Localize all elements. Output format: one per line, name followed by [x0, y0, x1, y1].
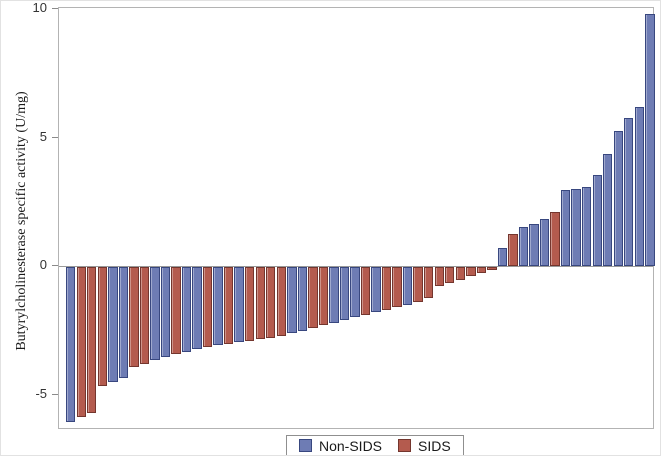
bar	[487, 267, 497, 270]
bar	[518, 227, 529, 266]
bar	[150, 267, 160, 361]
bar	[139, 267, 150, 364]
bar	[202, 267, 213, 348]
bar	[118, 267, 129, 378]
sids-swatch-icon	[398, 439, 412, 452]
bar	[266, 267, 276, 338]
y-tick-label: 10	[32, 0, 47, 15]
bar	[181, 267, 192, 352]
bar	[381, 267, 392, 310]
bar	[66, 267, 76, 423]
y-tick-mark	[52, 136, 58, 138]
bar	[497, 248, 508, 266]
bar	[87, 267, 97, 414]
bar	[529, 223, 539, 266]
bar	[645, 14, 655, 266]
y-tick-mark	[52, 265, 58, 266]
bar	[613, 131, 623, 266]
bar	[402, 267, 413, 305]
bar	[287, 267, 297, 334]
bar	[571, 188, 581, 266]
plot-area	[58, 7, 655, 429]
bar	[560, 190, 571, 266]
bar	[634, 106, 644, 266]
bar	[234, 267, 244, 343]
bar	[160, 267, 171, 357]
bar	[592, 174, 602, 266]
y-tick-label: 5	[39, 128, 47, 144]
bar	[392, 267, 402, 308]
bar	[223, 267, 234, 344]
legend-label-sids: SIDS	[418, 437, 451, 454]
bar	[413, 267, 423, 302]
bar	[76, 267, 86, 417]
bar	[445, 267, 455, 283]
y-tick-label: -5	[35, 385, 47, 401]
bar	[255, 267, 265, 340]
bar	[508, 233, 518, 266]
bar	[329, 267, 339, 323]
bar	[581, 187, 592, 266]
bar	[213, 267, 223, 346]
legend-label-nonsids: Non-SIDS	[319, 437, 383, 454]
bar	[339, 267, 350, 320]
bar	[350, 267, 360, 318]
bar	[276, 267, 286, 336]
bar	[371, 267, 381, 313]
nonsids-swatch-icon	[299, 439, 312, 452]
bar	[171, 267, 181, 355]
bar	[434, 267, 444, 287]
legend-item-nonsids: Non-SIDS	[299, 438, 382, 454]
bar	[603, 154, 613, 266]
zero-baseline	[59, 266, 653, 267]
y-tick-mark	[52, 393, 58, 395]
y-tick-mark	[52, 8, 58, 9]
bar	[466, 267, 476, 276]
bar	[129, 267, 139, 367]
bar	[297, 267, 308, 331]
bar	[476, 267, 487, 273]
legend-item-sids: SIDS	[398, 438, 451, 454]
bar	[192, 267, 202, 350]
legend: Non-SIDS SIDS	[286, 435, 464, 455]
y-axis-title: Butyrylcholinesterase specific activity …	[14, 91, 29, 351]
bar	[624, 118, 634, 266]
bar	[455, 267, 465, 280]
bar	[424, 267, 434, 298]
bar	[360, 267, 371, 315]
bar	[108, 267, 118, 382]
bar	[539, 219, 550, 266]
bar	[97, 267, 107, 386]
bar	[318, 267, 329, 326]
bar	[550, 212, 560, 266]
bar	[245, 267, 255, 341]
bar	[308, 267, 318, 328]
y-tick-label: 0	[39, 257, 47, 272]
